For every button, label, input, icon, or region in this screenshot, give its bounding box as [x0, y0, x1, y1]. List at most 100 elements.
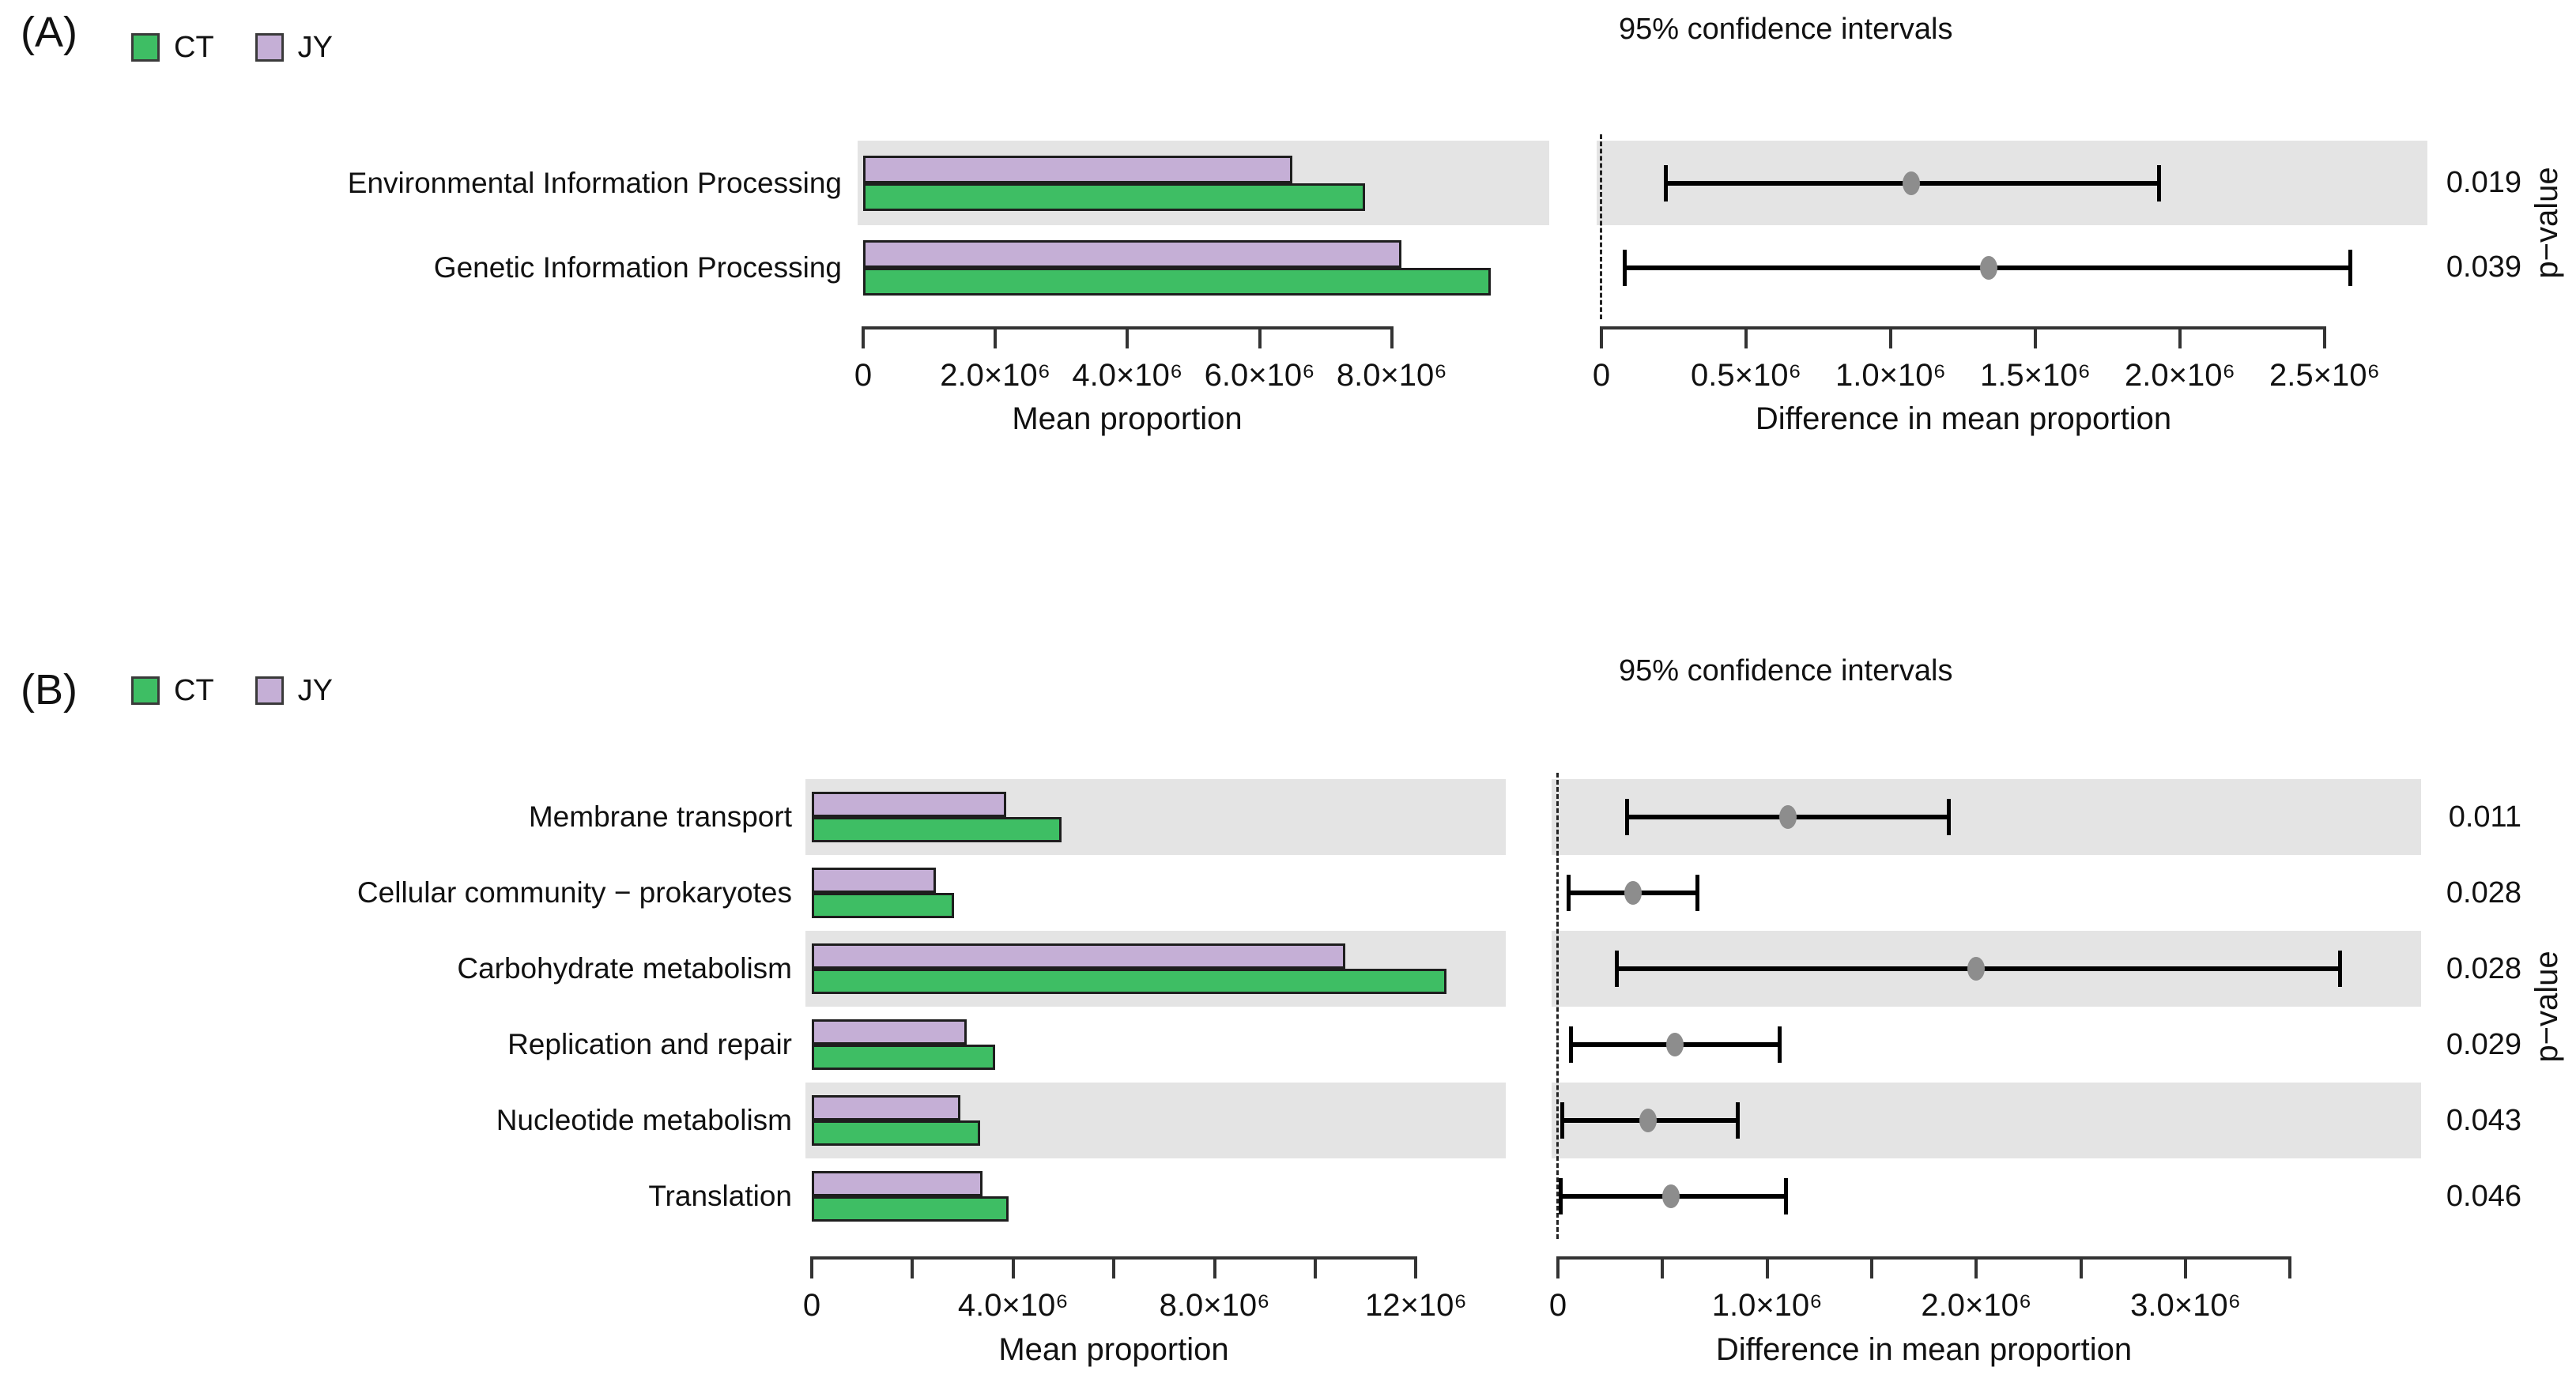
mean-axis-tick	[911, 1256, 915, 1278]
ci-cap-high	[2157, 164, 2162, 201]
legend-label-jy: JY	[297, 31, 334, 64]
ci-mean-dot	[1639, 1109, 1657, 1132]
mean-axis-tick-label: 6.0×10⁶	[1204, 358, 1315, 393]
bar-ct	[863, 267, 1491, 296]
ci-mean-dot	[1779, 805, 1797, 829]
ci-cap-low	[1623, 249, 1627, 286]
diff-axis-title-a: Difference in mean proportion	[1755, 401, 2172, 436]
mean-axis-tick-label: 4.0×10⁶	[1072, 358, 1183, 393]
category-label: Translation	[648, 1180, 792, 1212]
mean-axis-tick	[1126, 326, 1130, 348]
ci-mean-dot	[1902, 171, 1920, 195]
mean-axis-tick	[1390, 326, 1394, 348]
bar-jy	[812, 1019, 967, 1045]
p-value: 0.019	[2446, 166, 2521, 199]
bar-jy	[863, 155, 1292, 183]
mean-axis-tick	[1258, 326, 1262, 348]
p-value-axis-label-b: p−value	[2529, 951, 2564, 1063]
diff-axis-tick-label: 2.5×10⁶	[2269, 358, 2380, 393]
ci-cap-low	[1568, 1026, 1573, 1063]
p-value: 0.039	[2446, 250, 2521, 284]
diff-axis-tick-label: 2.0×10⁶	[2125, 358, 2235, 393]
mean-axis-tick	[1011, 1256, 1015, 1278]
ci-cap-low	[1567, 875, 1571, 911]
diff-axis-title-b: Difference in mean proportion	[1715, 1332, 2133, 1367]
diff-axis-tick-label: 0.5×10⁶	[1691, 358, 1801, 393]
mean-axis-tick	[1414, 1256, 1418, 1278]
diff-axis-tick	[1870, 1256, 1874, 1278]
ci-cap-high	[1777, 1026, 1782, 1063]
bar-ct	[812, 893, 954, 918]
diff-axis-tick	[1974, 1256, 1978, 1278]
legend-swatch-jy	[255, 676, 284, 705]
ci-cap-high	[1783, 1178, 1788, 1214]
legend-swatch-ct	[131, 33, 160, 62]
ci-cap-low	[1663, 164, 1668, 201]
diff-axis-tick	[2288, 1256, 2292, 1278]
ci-mean-dot	[1661, 1184, 1680, 1208]
diff-axis-line	[1556, 1256, 2292, 1260]
diff-axis-tick-label: 0	[1548, 1288, 1567, 1323]
ci-mean-dot	[1980, 255, 1998, 280]
bar-ct	[863, 183, 1365, 211]
bar-jy	[812, 1095, 960, 1120]
mean-axis-tick	[994, 326, 998, 348]
mean-axis-tick	[1112, 1256, 1116, 1278]
mean-axis-tick-label: 4.0×10⁶	[957, 1288, 1069, 1323]
ci-cap-low	[1625, 799, 1630, 835]
legend-swatch-ct	[131, 676, 160, 705]
p-value: 0.028	[2446, 952, 2521, 985]
diff-axis-tick-label: 1.5×10⁶	[1980, 358, 2091, 393]
diff-axis-tick-label: 0	[1592, 358, 1611, 393]
bar-jy	[863, 239, 1401, 268]
p-value: 0.028	[2446, 876, 2521, 909]
category-label: Cellular community − prokaryotes	[356, 876, 792, 909]
legend-swatch-jy	[255, 33, 284, 62]
bar-ct	[812, 1045, 995, 1070]
ci-cap-high	[2348, 249, 2352, 286]
p-value: 0.011	[2448, 800, 2521, 834]
diff-axis-tick	[1600, 326, 1603, 348]
ci-title-a: 95% confidence intervals	[1619, 13, 1953, 46]
mean-axis-tick	[862, 326, 865, 348]
diff-axis-tick-label: 1.0×10⁶	[1835, 358, 1946, 393]
ci-cap-low	[1558, 1178, 1563, 1214]
bar-ct	[812, 817, 1062, 842]
bar-ct	[812, 1120, 980, 1146]
category-label: Environmental Information Processing	[347, 167, 842, 199]
bar-jy	[812, 1171, 983, 1196]
ci-cap-low	[1615, 951, 1620, 987]
zero-line	[1600, 134, 1602, 319]
ci-cap-high	[1946, 799, 1951, 835]
diff-axis-tick-label: 2.0×10⁶	[1921, 1288, 2032, 1323]
ci-mean-dot	[1967, 957, 1986, 981]
category-label: Replication and repair	[507, 1028, 792, 1060]
diff-axis-line	[1600, 326, 2326, 329]
diff-axis-tick	[2178, 326, 2182, 348]
diff-axis-tick	[1661, 1256, 1665, 1278]
legend-label-ct: CT	[174, 674, 214, 707]
legend-label-jy: JY	[297, 674, 334, 707]
ci-cap-high	[1695, 875, 1700, 911]
bar-ct	[812, 969, 1446, 994]
diff-axis-tick	[2184, 1256, 2188, 1278]
mean-axis-tick-label: 8.0×10⁶	[1159, 1288, 1270, 1323]
panel-a-label: (A)	[21, 9, 77, 56]
diff-axis-tick	[2034, 326, 2037, 348]
mean-axis-tick	[1314, 1256, 1317, 1278]
legend-b: CT JY	[131, 675, 374, 706]
diff-axis-tick	[2323, 326, 2326, 348]
bar-jy	[812, 943, 1345, 969]
mean-axis-title-b: Mean proportion	[998, 1332, 1229, 1367]
ci-cap-high	[2337, 951, 2342, 987]
diff-axis-tick	[1556, 1256, 1560, 1278]
mean-axis-tick-label: 12×10⁶	[1364, 1288, 1467, 1323]
p-value: 0.046	[2446, 1180, 2521, 1213]
legend-label-ct: CT	[174, 31, 214, 64]
ci-title-b: 95% confidence intervals	[1619, 654, 1953, 687]
p-value: 0.043	[2446, 1104, 2521, 1137]
p-value: 0.029	[2446, 1028, 2521, 1061]
